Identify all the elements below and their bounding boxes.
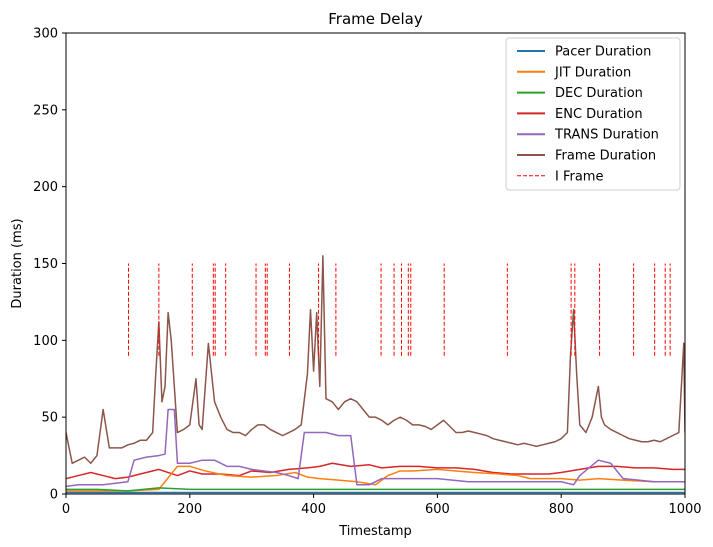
x-tick-label: 1000 (668, 502, 701, 517)
x-tick-label: 800 (549, 502, 574, 517)
y-axis: 0 50 100 150 200 250 300 (33, 27, 66, 503)
series-line-enc-duration (66, 462, 685, 480)
series-layer (66, 255, 685, 494)
series-line-dec-duration (66, 487, 685, 492)
series-line-jit-duration (66, 465, 685, 492)
legend-label: I Frame (555, 169, 603, 184)
y-tick-label: 50 (41, 411, 58, 426)
i-frame-markers (128, 263, 671, 356)
y-tick-label: 250 (33, 103, 58, 118)
legend-label: Pacer Duration (555, 45, 651, 60)
y-tick-label: 150 (33, 257, 58, 272)
legend-label: ENC Duration (555, 107, 643, 122)
series-line-trans-duration (66, 408, 685, 488)
x-tick-label: 400 (301, 502, 326, 517)
legend-box (505, 37, 681, 191)
legend-label: TRANS Duration (554, 128, 659, 143)
legend-label: DEC Duration (555, 86, 643, 101)
x-tick-label: 0 (62, 502, 70, 517)
y-tick-label: 200 (33, 180, 58, 195)
series-line-frame-duration (66, 255, 685, 465)
legend: Pacer Duration JIT Duration DEC Duration EN… (505, 37, 681, 191)
y-tick-label: 300 (33, 27, 58, 42)
chart-title: Frame Delay (328, 10, 423, 28)
y-tick-label: 0 (50, 488, 58, 503)
x-tick-label: 600 (425, 502, 450, 517)
x-axis-label: Timestamp (338, 524, 412, 539)
legend-label: Frame Duration (555, 149, 656, 164)
x-tick-label: 200 (177, 502, 202, 517)
y-tick-label: 100 (33, 334, 58, 349)
x-axis: 0 200 400 600 800 1000 (62, 494, 702, 517)
y-axis-label: Duration (ms) (10, 218, 25, 308)
legend-label: JIT Duration (554, 65, 631, 80)
